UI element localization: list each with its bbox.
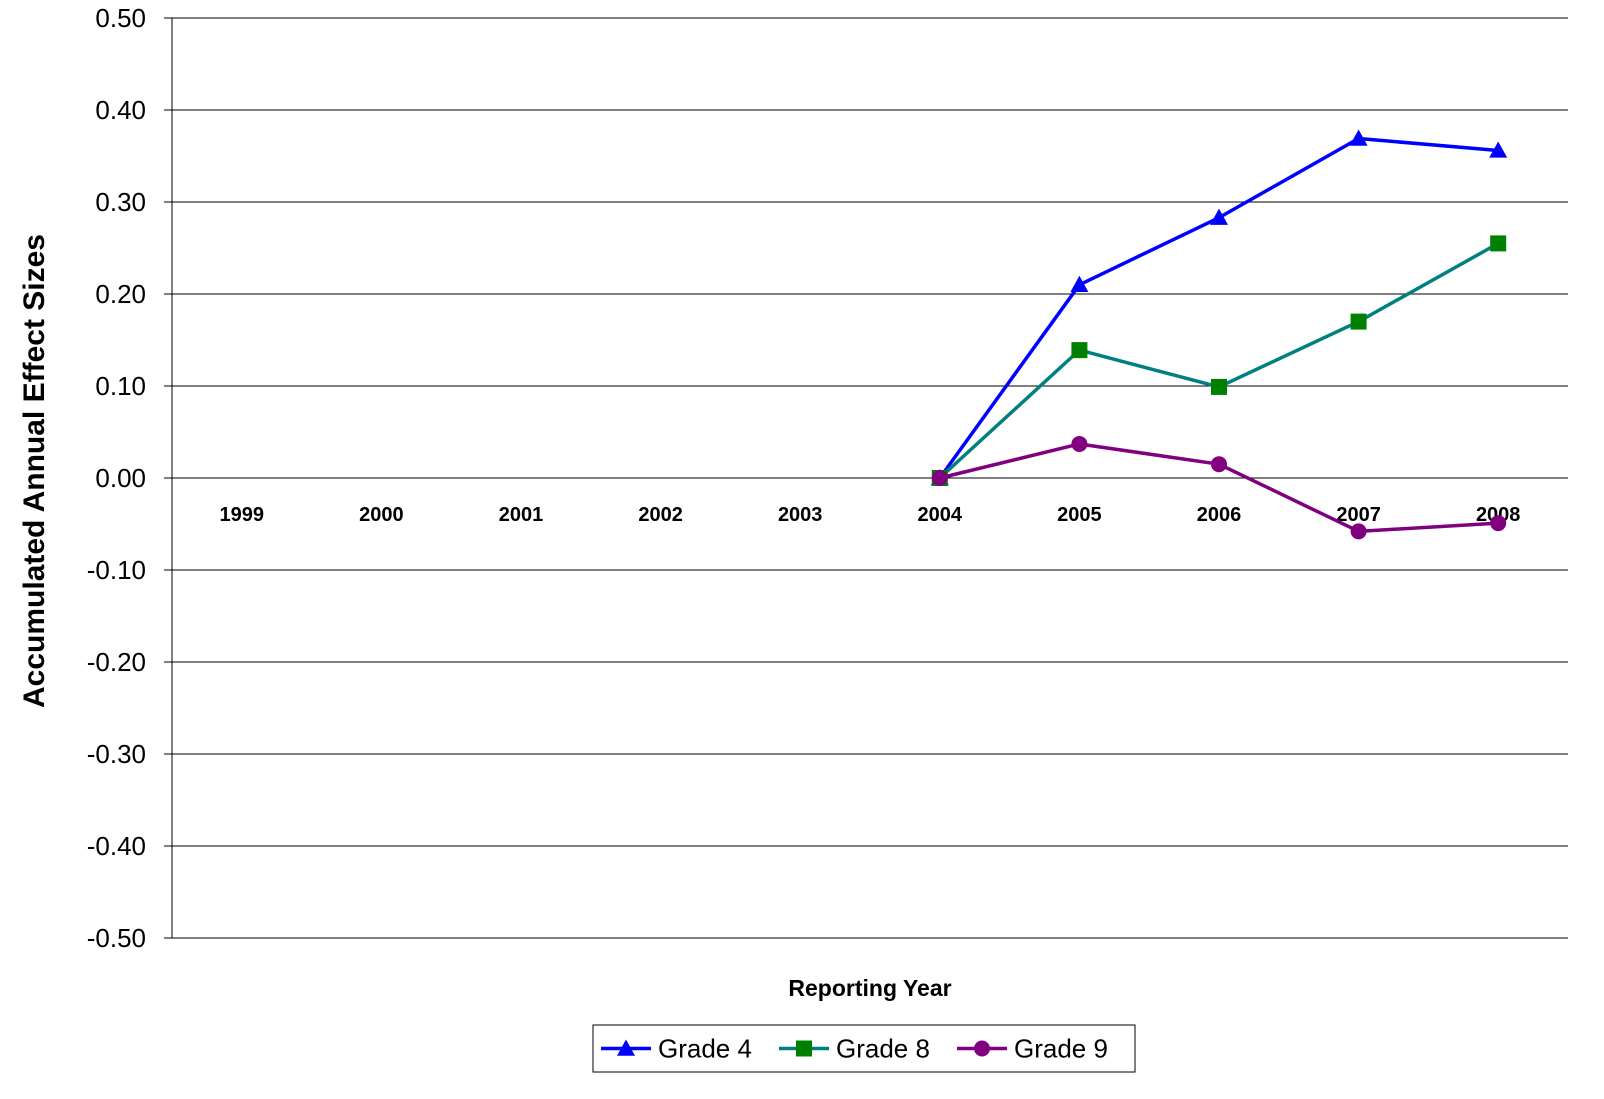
x-tick-label: 2000	[359, 504, 404, 526]
data-point-grade-9	[931, 470, 948, 486]
y-tick-label: -0.40	[87, 831, 146, 861]
data-point-grade-9	[1350, 523, 1367, 540]
y-tick-label: 0.20	[95, 279, 146, 309]
axes	[164, 17, 173, 939]
x-tick-label: 2002	[638, 504, 683, 526]
data-point-grade-8	[1490, 235, 1507, 252]
data-point-grade-9	[1071, 435, 1088, 452]
y-axis-title: Accumulated Annual Effect Sizes	[18, 234, 51, 708]
data-point-grade-9	[1490, 515, 1507, 532]
data-point-grade-4	[1210, 208, 1228, 225]
x-tick-label: 2003	[778, 504, 823, 526]
legend: Grade 4 Grade 8 Grade 9	[592, 1024, 1136, 1073]
data-point-grade-4	[1349, 129, 1368, 146]
data-point-grade-8	[1350, 313, 1367, 330]
data-point-grade-9	[1211, 456, 1227, 473]
y-tick-label: -0.10	[87, 555, 146, 585]
x-tick-label: 2006	[1197, 504, 1242, 526]
y-tick-label: 0.50	[95, 3, 146, 33]
legend-label-grade-9: Grade 9	[1014, 1034, 1108, 1064]
data-point-grade-4	[1070, 275, 1089, 292]
x-tick-label: 2001	[499, 504, 544, 526]
legend-label-grade-8: Grade 8	[836, 1034, 930, 1064]
x-tick-label: 2004	[918, 504, 963, 526]
x-tick-label: 1999	[220, 504, 265, 526]
y-tick-label: 0.00	[95, 463, 146, 493]
x-tick-label: 2005	[1057, 504, 1102, 526]
y-tick-labels: 0.50 0.40 0.30 0.20 0.10 0.00 -0.10 -0.20 -0.30 -…	[87, 3, 146, 953]
y-tick-label: -0.50	[87, 923, 146, 953]
y-tick-label: -0.30	[87, 739, 146, 769]
gridlines	[172, 17, 1568, 939]
x-tick-label: 2008	[1476, 504, 1521, 526]
data-point-grade-4	[1489, 141, 1508, 158]
legend-marker-grade-8	[796, 1040, 812, 1057]
series-line-grade-4	[938, 136, 1499, 480]
series	[930, 129, 1508, 540]
y-tick-label: -0.20	[87, 647, 146, 677]
y-tick-label: 0.10	[95, 371, 146, 401]
x-tick-label: 2007	[1336, 504, 1381, 526]
x-axis-title: Reporting Year	[788, 975, 951, 1001]
legend-marker-grade-9	[974, 1040, 990, 1057]
y-tick-label: 0.30	[95, 187, 146, 217]
data-point-grade-8	[1211, 378, 1227, 395]
legend-label-grade-4: Grade 4	[658, 1034, 752, 1064]
data-point-grade-8	[1071, 342, 1088, 359]
y-tick-label: 0.40	[95, 95, 146, 125]
legend-box	[592, 1024, 1136, 1073]
x-tick-labels: 1999 2000 2001 2002 2003 2004 2005 2006 2007 2008	[220, 504, 1521, 526]
legend-marker-grade-4	[617, 1039, 635, 1056]
